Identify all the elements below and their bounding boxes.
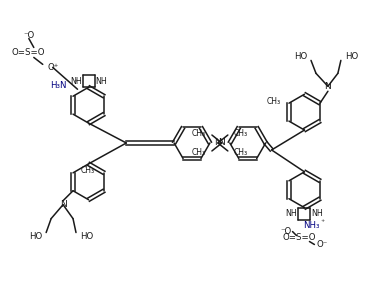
Text: HO: HO — [29, 232, 42, 241]
Text: N: N — [60, 200, 67, 209]
Text: ⁻O: ⁻O — [281, 227, 292, 236]
Text: HO: HO — [294, 52, 307, 61]
Text: NH: NH — [96, 77, 107, 86]
Text: N: N — [324, 82, 331, 91]
Text: NH: NH — [312, 209, 323, 218]
Text: O=S=O: O=S=O — [283, 233, 316, 242]
Text: CH₃: CH₃ — [234, 148, 248, 157]
Text: O=S=O: O=S=O — [11, 48, 45, 57]
Text: ⁺: ⁺ — [320, 218, 324, 227]
Text: NH₃: NH₃ — [303, 221, 320, 230]
Text: N: N — [219, 138, 225, 147]
Text: ⁺: ⁺ — [74, 78, 77, 87]
Text: O⁺: O⁺ — [48, 63, 59, 72]
Text: CH₃: CH₃ — [192, 148, 206, 157]
Text: CH₃: CH₃ — [81, 166, 95, 175]
Text: CH₃: CH₃ — [234, 129, 248, 138]
Text: O⁻: O⁻ — [316, 240, 328, 249]
Text: HO: HO — [345, 52, 358, 61]
Text: ⁻O: ⁻O — [23, 31, 35, 40]
Text: HO: HO — [80, 232, 93, 241]
Text: H₃N: H₃N — [50, 81, 67, 90]
Text: CH₃: CH₃ — [267, 97, 281, 106]
Text: N: N — [214, 138, 221, 147]
Text: NH: NH — [70, 77, 82, 86]
Text: CH₃: CH₃ — [192, 129, 206, 138]
Text: NH: NH — [286, 209, 298, 218]
